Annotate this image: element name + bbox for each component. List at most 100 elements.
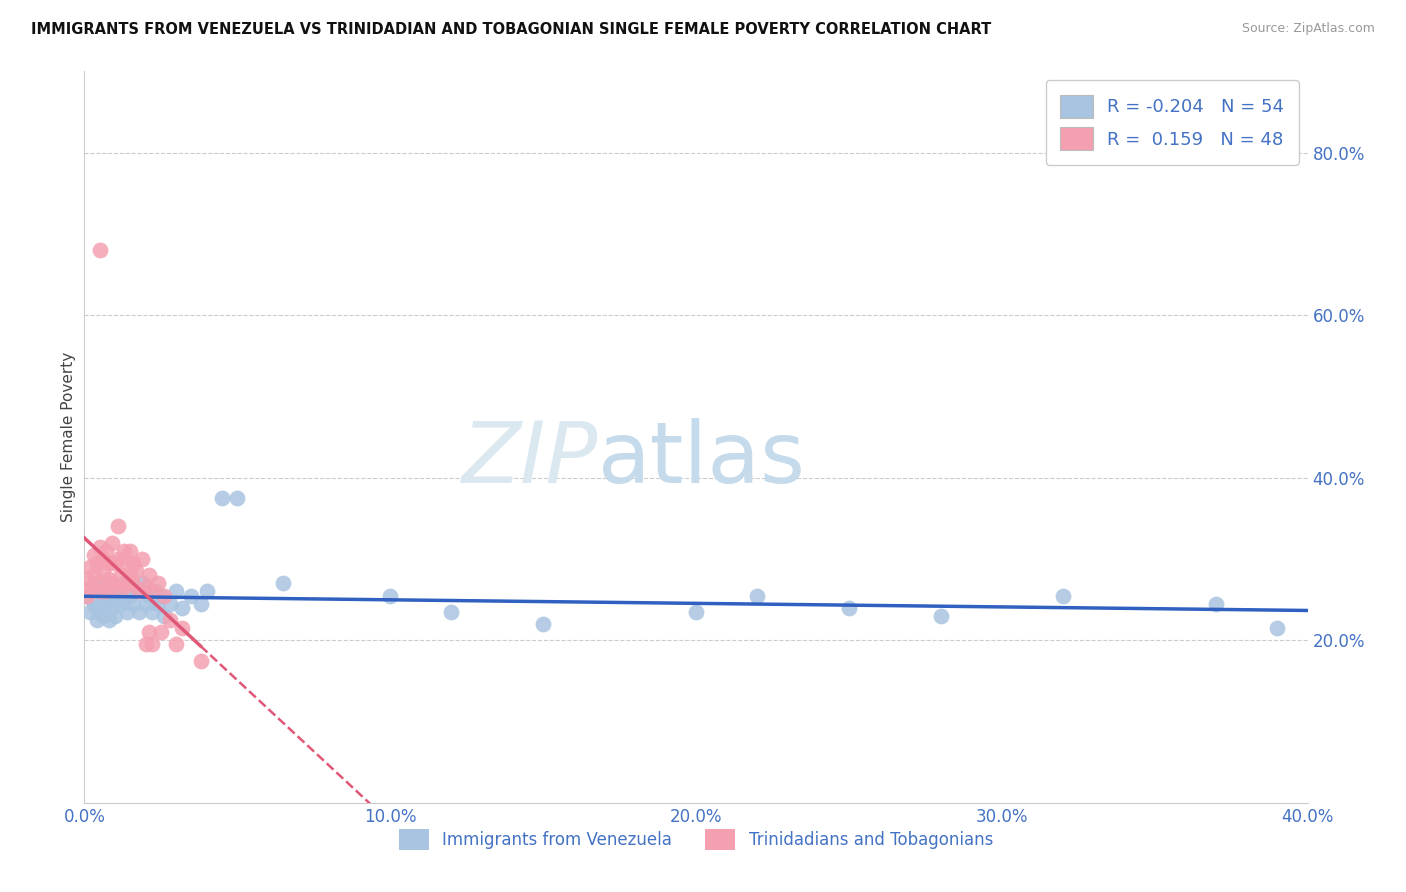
Point [138,625,160,640]
Point [226,491,249,505]
Point [76,572,98,586]
Point [107,584,129,599]
Point [89,540,111,554]
Point [195,584,218,599]
Point [97,572,120,586]
Point [104,589,127,603]
Point [79,605,101,619]
Point [120,568,142,582]
Point [110,597,132,611]
Point [747,589,769,603]
Point [146,597,169,611]
Point [180,589,202,603]
Point [122,556,145,570]
Point [101,576,124,591]
Point [94,584,117,599]
Point [115,605,138,619]
Point [79,560,101,574]
Point [211,491,233,505]
Point [153,608,176,623]
Legend: Immigrants from Venezuela, Trinidadians and Tobagonians: Immigrants from Venezuela, Trinidadians … [392,822,1000,856]
Text: atlas: atlas [598,417,806,500]
Point [76,589,98,603]
Point [89,584,111,599]
Point [929,608,952,623]
Point [86,556,108,570]
Point [128,584,150,599]
Point [115,556,138,570]
Point [110,568,132,582]
Point [149,625,172,640]
Point [141,637,163,651]
Text: Source: ZipAtlas.com: Source: ZipAtlas.com [1241,22,1375,36]
Point [190,654,212,668]
Point [120,589,142,603]
Point [153,589,176,603]
Point [86,600,108,615]
Point [440,605,463,619]
Point [86,576,108,591]
Point [685,605,707,619]
Point [94,544,117,558]
Point [271,576,294,591]
Point [138,568,160,582]
Point [91,552,114,566]
Point [159,613,181,627]
Point [89,243,111,257]
Point [83,548,105,562]
Point [135,597,157,611]
Point [131,576,153,591]
Point [101,600,124,615]
Point [101,581,124,595]
Point [135,637,157,651]
Point [122,597,145,611]
Point [83,568,105,582]
Point [120,544,142,558]
Point [190,597,212,611]
Point [107,519,129,533]
Point [122,576,145,591]
Point [1052,589,1074,603]
Text: ZIP: ZIP [461,417,598,500]
Point [165,584,187,599]
Point [76,589,98,603]
Point [125,564,148,578]
Point [91,589,114,603]
Point [165,637,187,651]
Point [115,576,138,591]
Point [112,544,135,558]
Point [104,581,127,595]
Point [97,556,120,570]
Point [159,597,181,611]
Point [172,600,194,615]
Point [89,584,111,599]
Point [143,584,166,599]
Point [86,613,108,627]
Point [83,597,105,611]
Point [89,605,111,619]
Point [101,535,124,549]
Point [131,552,153,566]
Point [172,621,194,635]
Point [91,608,114,623]
Point [380,589,402,603]
Point [531,617,554,632]
Point [94,576,117,591]
Point [141,584,163,599]
Point [104,556,127,570]
Point [79,581,101,595]
Point [125,584,148,599]
Point [112,576,135,591]
Y-axis label: Single Female Poverty: Single Female Poverty [60,352,76,522]
Point [149,589,172,603]
Point [107,552,129,566]
Point [128,605,150,619]
Point [112,592,135,607]
Point [112,581,135,595]
Point [146,576,169,591]
Point [83,581,105,595]
Point [94,597,117,611]
Point [97,592,120,607]
Point [838,600,860,615]
Point [138,589,160,603]
